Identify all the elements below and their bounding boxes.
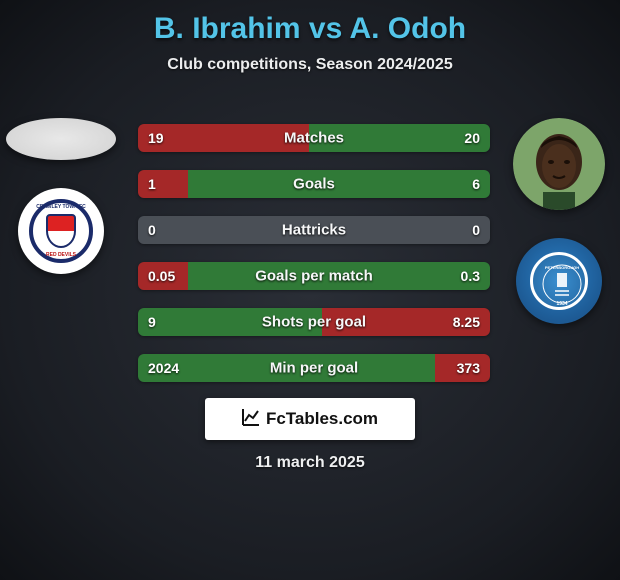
stat-row: 9 8.25 Shots per goal bbox=[138, 308, 490, 336]
brand-text: FcTables.com bbox=[266, 409, 378, 429]
player-avatar-right bbox=[513, 118, 605, 210]
crawley-crest: CRAWLEY TOWN FC RED DEVILS bbox=[29, 199, 93, 263]
stat-value-right: 373 bbox=[457, 360, 480, 376]
stat-value-left: 0 bbox=[148, 222, 156, 238]
stat-value-left: 9 bbox=[148, 314, 156, 330]
stat-value-right: 0 bbox=[472, 222, 480, 238]
stat-value-right: 20 bbox=[464, 130, 480, 146]
stat-row: 0.05 0.3 Goals per match bbox=[138, 262, 490, 290]
stat-value-left: 0.05 bbox=[148, 268, 175, 284]
stat-label: Shots per goal bbox=[262, 314, 366, 331]
crest-text-bottom: RED DEVILS bbox=[46, 252, 76, 258]
page-title: B. Ibrahim vs A. Odoh bbox=[0, 0, 620, 46]
stats-bars: 19 20 Matches 1 6 Goals 0 0 Hattricks 0.05 0.3 Goal… bbox=[138, 124, 490, 382]
stat-value-left: 1 bbox=[148, 176, 156, 192]
stat-value-right: 0.3 bbox=[461, 268, 480, 284]
crest-detail-icon: PETERBOROUGH 1934 bbox=[533, 255, 591, 313]
crest-text-top: CRAWLEY TOWN FC bbox=[36, 204, 86, 210]
stat-value-left: 2024 bbox=[148, 360, 179, 376]
stat-row: 19 20 Matches bbox=[138, 124, 490, 152]
left-column: CRAWLEY TOWN FC RED DEVILS bbox=[6, 118, 116, 274]
stat-value-right: 6 bbox=[472, 176, 480, 192]
stat-row: 1 6 Goals bbox=[138, 170, 490, 198]
stat-label: Min per goal bbox=[270, 360, 358, 377]
stat-label: Goals bbox=[293, 176, 335, 193]
right-column: PETERBOROUGH 1934 bbox=[504, 118, 614, 324]
shield-icon bbox=[46, 214, 76, 248]
bar-left bbox=[138, 170, 188, 198]
stat-label: Hattricks bbox=[282, 222, 346, 239]
stat-label: Matches bbox=[284, 130, 344, 147]
club-badge-left: CRAWLEY TOWN FC RED DEVILS bbox=[18, 188, 104, 274]
face-icon bbox=[513, 118, 605, 210]
stat-label: Goals per match bbox=[255, 268, 373, 285]
svg-text:1934: 1934 bbox=[556, 301, 567, 307]
peterborough-crest: PETERBOROUGH 1934 bbox=[530, 252, 588, 310]
comparison-card: B. Ibrahim vs A. Odoh Club competitions,… bbox=[0, 0, 620, 580]
chart-icon bbox=[242, 408, 260, 431]
club-badge-right: PETERBOROUGH 1934 bbox=[516, 238, 602, 324]
bar-right bbox=[188, 170, 490, 198]
stat-row: 2024 373 Min per goal bbox=[138, 354, 490, 382]
subtitle: Club competitions, Season 2024/2025 bbox=[0, 56, 620, 74]
stat-value-right: 8.25 bbox=[453, 314, 480, 330]
stat-row: 0 0 Hattricks bbox=[138, 216, 490, 244]
date-text: 11 march 2025 bbox=[255, 454, 364, 472]
player-avatar-left bbox=[6, 118, 116, 160]
brand-badge[interactable]: FcTables.com bbox=[205, 398, 415, 440]
svg-text:PETERBOROUGH: PETERBOROUGH bbox=[545, 265, 579, 270]
stat-value-left: 19 bbox=[148, 130, 164, 146]
